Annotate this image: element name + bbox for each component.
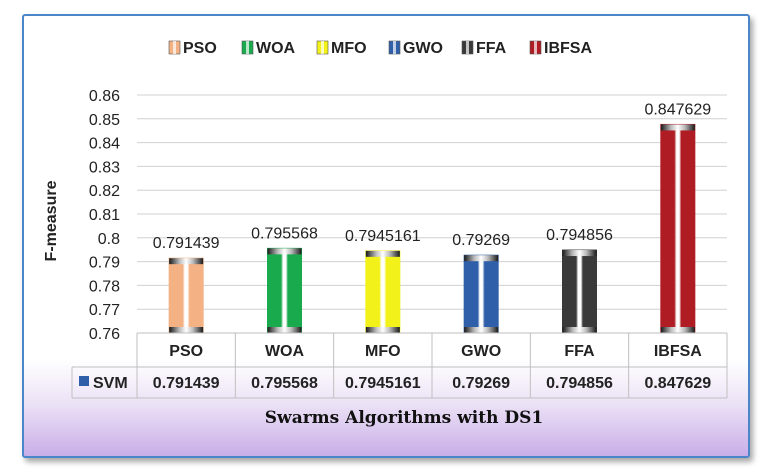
y-tick-label: 0.82 [89,183,120,200]
legend-item-gwo: GWO [388,40,443,57]
y-tick-label: 0.81 [89,207,120,224]
svg-text:GWO: GWO [403,40,443,57]
value-label-gwo: 0.79269 [452,232,510,249]
y-tick-label: 0.79 [89,255,120,272]
x-tick-label-ffa: FFA [564,343,595,360]
y-tick-label: 0.77 [89,302,120,319]
x-tick-label-mfo: MFO [365,343,401,360]
legend-item-woa: WOA [241,40,296,57]
bar-ffa [562,249,597,334]
x-tick-label-pso: PSO [169,343,203,360]
svg-text:SVM: SVM [93,375,128,392]
x-tick-label-woa: WOA [265,343,305,360]
y-tick-label: 0.76 [89,326,120,343]
svg-text:FFA: FFA [476,40,507,57]
bar-mfo [365,250,401,334]
y-axis-label: F-measure [43,180,60,261]
table-value-mfo: 0.7945161 [345,375,421,392]
bar-gwo [463,254,499,334]
table-value-ffa: 0.794856 [546,375,613,392]
bar-pso [168,257,204,334]
y-tick-label: 0.86 [89,88,120,105]
svg-text:WOA: WOA [256,40,296,57]
table-value-woa: 0.795568 [251,375,318,392]
legend-item-mfo: MFO [316,40,367,57]
table-value-ibfsa: 0.847629 [644,375,711,392]
legend-item-ffa: FFA [461,40,507,57]
value-label-woa: 0.795568 [251,225,318,242]
series-legend-key: SVM [79,375,128,392]
grid-lines [137,94,727,334]
value-label-mfo: 0.7945161 [345,228,421,245]
value-label-ibfsa: 0.847629 [644,101,711,118]
legend-item-ibfsa: IBFSA [529,40,592,57]
legend-item-pso: PSO [168,40,217,57]
y-tick-label: 0.83 [89,159,120,176]
legend: PSO WOA MFO GWO FFA IBFSA [168,40,592,57]
bar-woa [267,247,302,334]
y-axis-ticks: 0.76 0.77 0.78 0.79 0.8 0.81 0.82 0.83 0.84 0.85 0… [89,88,120,343]
bars [168,123,696,334]
x-tick-label-ibfsa: IBFSA [654,343,702,360]
table-value-gwo: 0.79269 [452,375,510,392]
bar-ibfsa [660,123,696,334]
svg-text:PSO: PSO [183,40,217,57]
y-tick-label: 0.8 [98,231,120,248]
table-value-pso: 0.791439 [153,375,220,392]
value-label-ffa: 0.794856 [546,227,613,244]
x-tick-label-gwo: GWO [461,343,501,360]
svg-text:MFO: MFO [331,40,367,57]
y-tick-label: 0.84 [89,136,120,153]
y-tick-label: 0.85 [89,112,120,129]
value-labels: 0.791439 0.795568 0.7945161 0.79269 0.794856… [153,101,712,252]
data-table: PSO 0.791439 WOA 0.795568 MFO 0.7945161 GWO 0.7… [71,332,728,399]
value-label-pso: 0.791439 [153,235,220,252]
svg-text:IBFSA: IBFSA [544,40,592,57]
y-tick-label: 0.78 [89,278,120,295]
x-axis-label: Swarms Algorithms with DS1 [265,408,543,428]
